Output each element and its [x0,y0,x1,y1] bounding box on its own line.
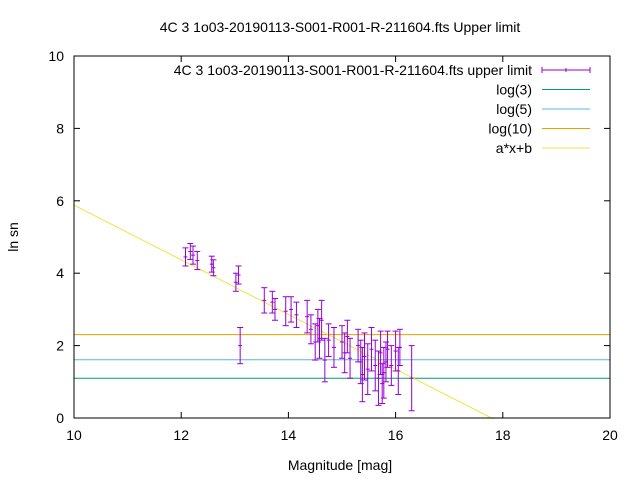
data-point [375,350,382,406]
legend-label: log(5) [496,101,532,117]
data-point [364,343,371,395]
data-point [392,330,399,372]
legend: 4C 3 1o03-20190113-S001-R001-R-211604.ft… [174,62,591,156]
chart-title: 4C 3 1o03-20190113-S001-R001-R-211604.ft… [160,19,521,35]
series-points [182,243,415,412]
plot-frame [73,55,611,419]
y-tick-label: 4 [56,265,64,281]
data-point [288,296,295,323]
legend-label: a*x+b [496,140,532,156]
data-point [269,290,276,314]
data-point [408,345,415,412]
data-point [388,345,395,386]
y-tick-label: 10 [48,48,64,64]
y-tick-label: 8 [56,120,64,136]
data-point [210,259,217,277]
data-point [321,337,328,383]
legend-label: log(3) [496,82,532,98]
data-point [361,332,368,381]
data-point [339,325,345,359]
x-axis-label: Magnitude [mag] [288,457,392,473]
data-point [307,314,314,345]
data-point [304,299,311,334]
y-tick-label: 6 [56,193,64,209]
data-point [368,327,375,372]
data-point [325,323,332,357]
data-point [182,247,189,267]
x-tick-label: 20 [602,427,618,443]
data-point [318,299,325,341]
x-tick-label: 12 [173,427,189,443]
data-point [282,296,289,327]
data-point [384,330,391,368]
data-point [347,337,354,379]
data-point [293,301,300,328]
data-point [232,272,239,292]
data-point [235,265,242,285]
data-point [237,327,244,365]
data-point [261,287,268,314]
data-point [396,328,403,367]
legend-label: log(10) [488,121,532,137]
data-point [316,317,323,359]
y-tick-label: 0 [56,410,64,426]
axes: 10 12 14 16 18 20 0 2 4 6 8 10 [48,48,618,443]
data-point [189,245,196,265]
x-tick-label: 10 [66,427,82,443]
x-tick-label: 14 [281,427,297,443]
x-tick-label: 16 [388,427,404,443]
y-axis-label: ln sn [5,222,21,252]
y-tick-label: 2 [56,338,64,354]
x-tick-label: 18 [495,427,511,443]
legend-label: 4C 3 1o03-20190113-S001-R001-R-211604.ft… [174,62,532,78]
data-point [344,319,351,354]
data-point [372,339,379,392]
data-point [272,298,278,321]
data-point [194,250,201,271]
data-point [330,327,337,368]
